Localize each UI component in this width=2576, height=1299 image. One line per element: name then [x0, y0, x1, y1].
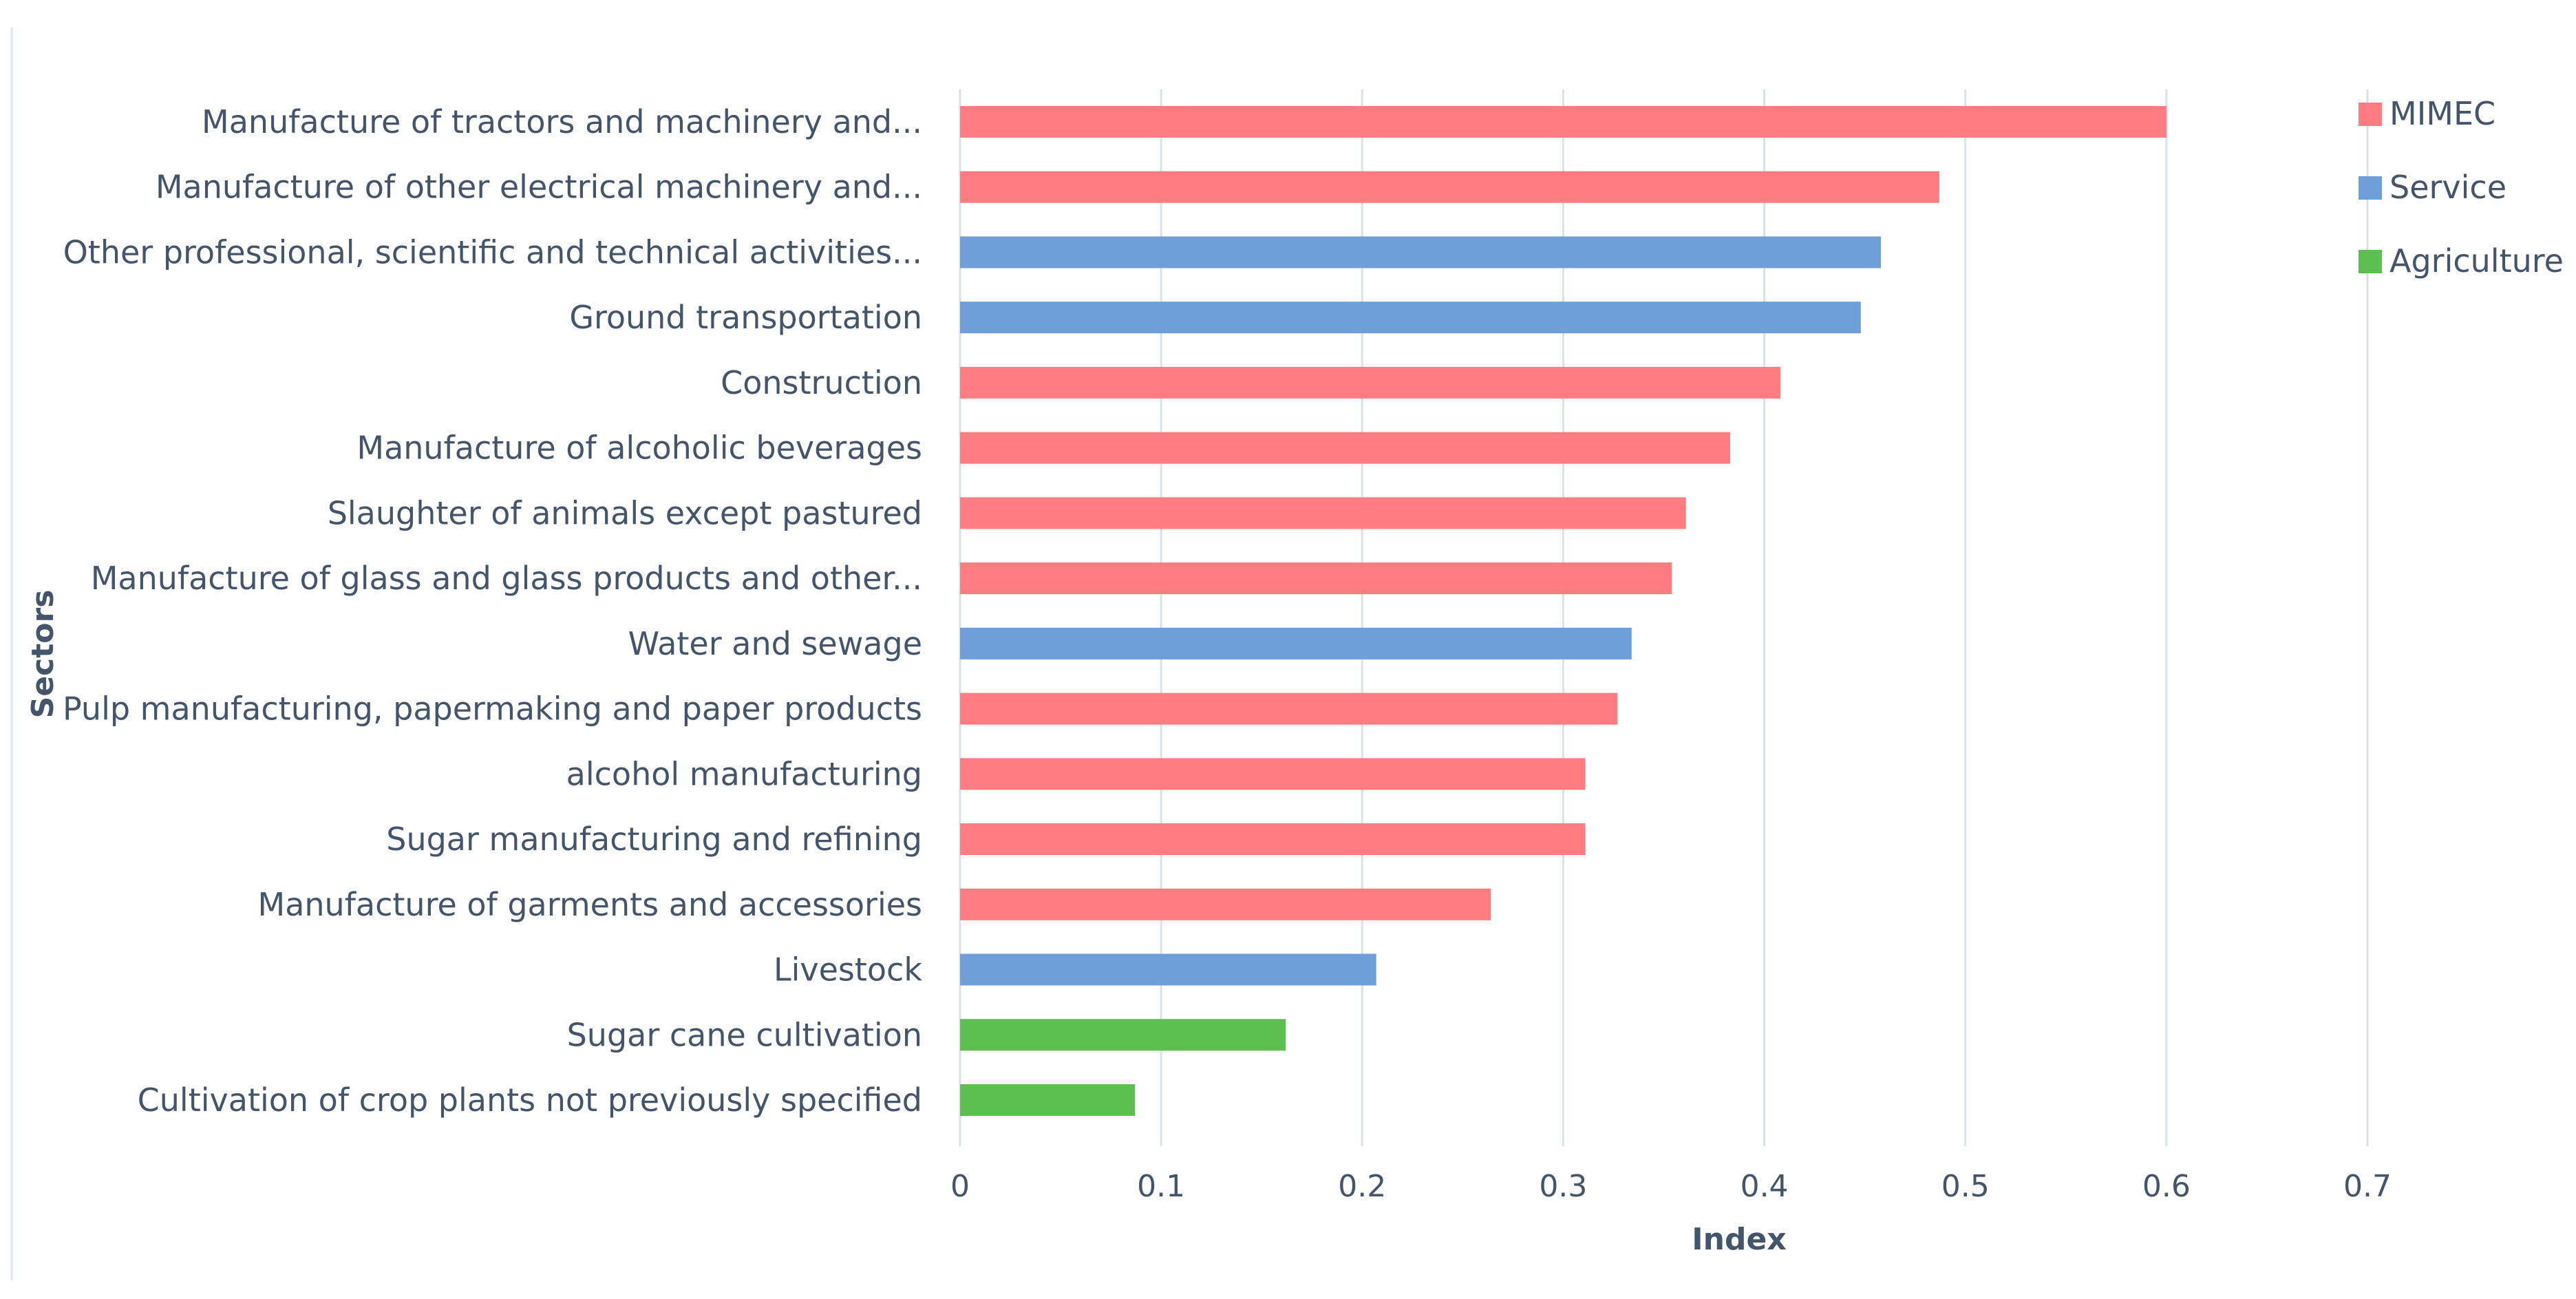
bar	[960, 236, 1882, 268]
category-label: Manufacture of glass and glass products …	[91, 560, 922, 597]
x-axis-title: Index	[1692, 1222, 1786, 1257]
bar	[960, 366, 1780, 399]
bar	[960, 888, 1491, 920]
bar	[960, 823, 1586, 856]
legend-swatch	[2359, 250, 2382, 273]
x-tick-label: 0.3	[1539, 1169, 1587, 1204]
legend-swatch	[2359, 176, 2382, 200]
bar	[960, 106, 2167, 138]
x-tick-label: 0.4	[1741, 1169, 1789, 1204]
category-label: Livestock	[774, 951, 922, 989]
bar	[960, 758, 1586, 790]
category-label: Cultivation of crop plants not previousl…	[138, 1081, 922, 1119]
bar	[960, 302, 1861, 334]
x-tick-labels: 0 0.1 0.2 0.3 0.4 0.5 0.6 0.7	[950, 1169, 2392, 1204]
category-label: Manufacture of alcoholic beverages	[356, 430, 922, 467]
bar	[960, 497, 1686, 529]
category-label: Manufacture of other electrical machiner…	[156, 169, 922, 206]
category-label: Sugar cane cultivation	[567, 1016, 922, 1053]
category-label: Water and sewage	[628, 625, 922, 662]
bar	[960, 953, 1376, 986]
x-tick-label: 0.1	[1137, 1169, 1185, 1204]
bar	[960, 562, 1672, 595]
category-label: Manufacture of garments and accessories	[258, 886, 922, 923]
x-tick-label: 0.2	[1338, 1169, 1386, 1204]
legend-label: MIMEC	[2389, 95, 2495, 132]
legend: MIMEC Service Agriculture	[2359, 95, 2564, 279]
bar	[960, 432, 1730, 464]
x-tick-label: 0	[950, 1169, 970, 1204]
legend-label: Agriculture	[2389, 242, 2564, 279]
category-label: Manufacture of tractors and machinery an…	[202, 103, 922, 140]
bar	[960, 693, 1618, 725]
category-label: Ground transportation	[569, 299, 922, 336]
x-tick-label: 0.7	[2343, 1169, 2392, 1204]
category-label: Other professional, scientific and techn…	[63, 233, 922, 271]
bar	[960, 1019, 1286, 1051]
bars	[960, 106, 2167, 1116]
legend-label: Service	[2389, 169, 2506, 206]
category-label: alcohol manufacturing	[566, 755, 922, 792]
bar	[960, 1084, 1136, 1116]
bar	[960, 627, 1632, 659]
category-label: Pulp manufacturing, papermaking and pape…	[63, 690, 922, 728]
y-axis-title: Sectors	[25, 590, 61, 719]
legend-swatch	[2359, 103, 2382, 126]
x-tick-label: 0.6	[2142, 1169, 2191, 1204]
category-label: Slaughter of animals except pastured	[328, 494, 922, 531]
bar	[960, 171, 1939, 203]
category-label: Construction	[721, 364, 922, 401]
category-labels: Manufacture of tractors and machinery an…	[63, 103, 922, 1119]
category-label: Sugar manufacturing and refining	[386, 821, 922, 858]
x-tick-label: 0.5	[1941, 1169, 1990, 1204]
